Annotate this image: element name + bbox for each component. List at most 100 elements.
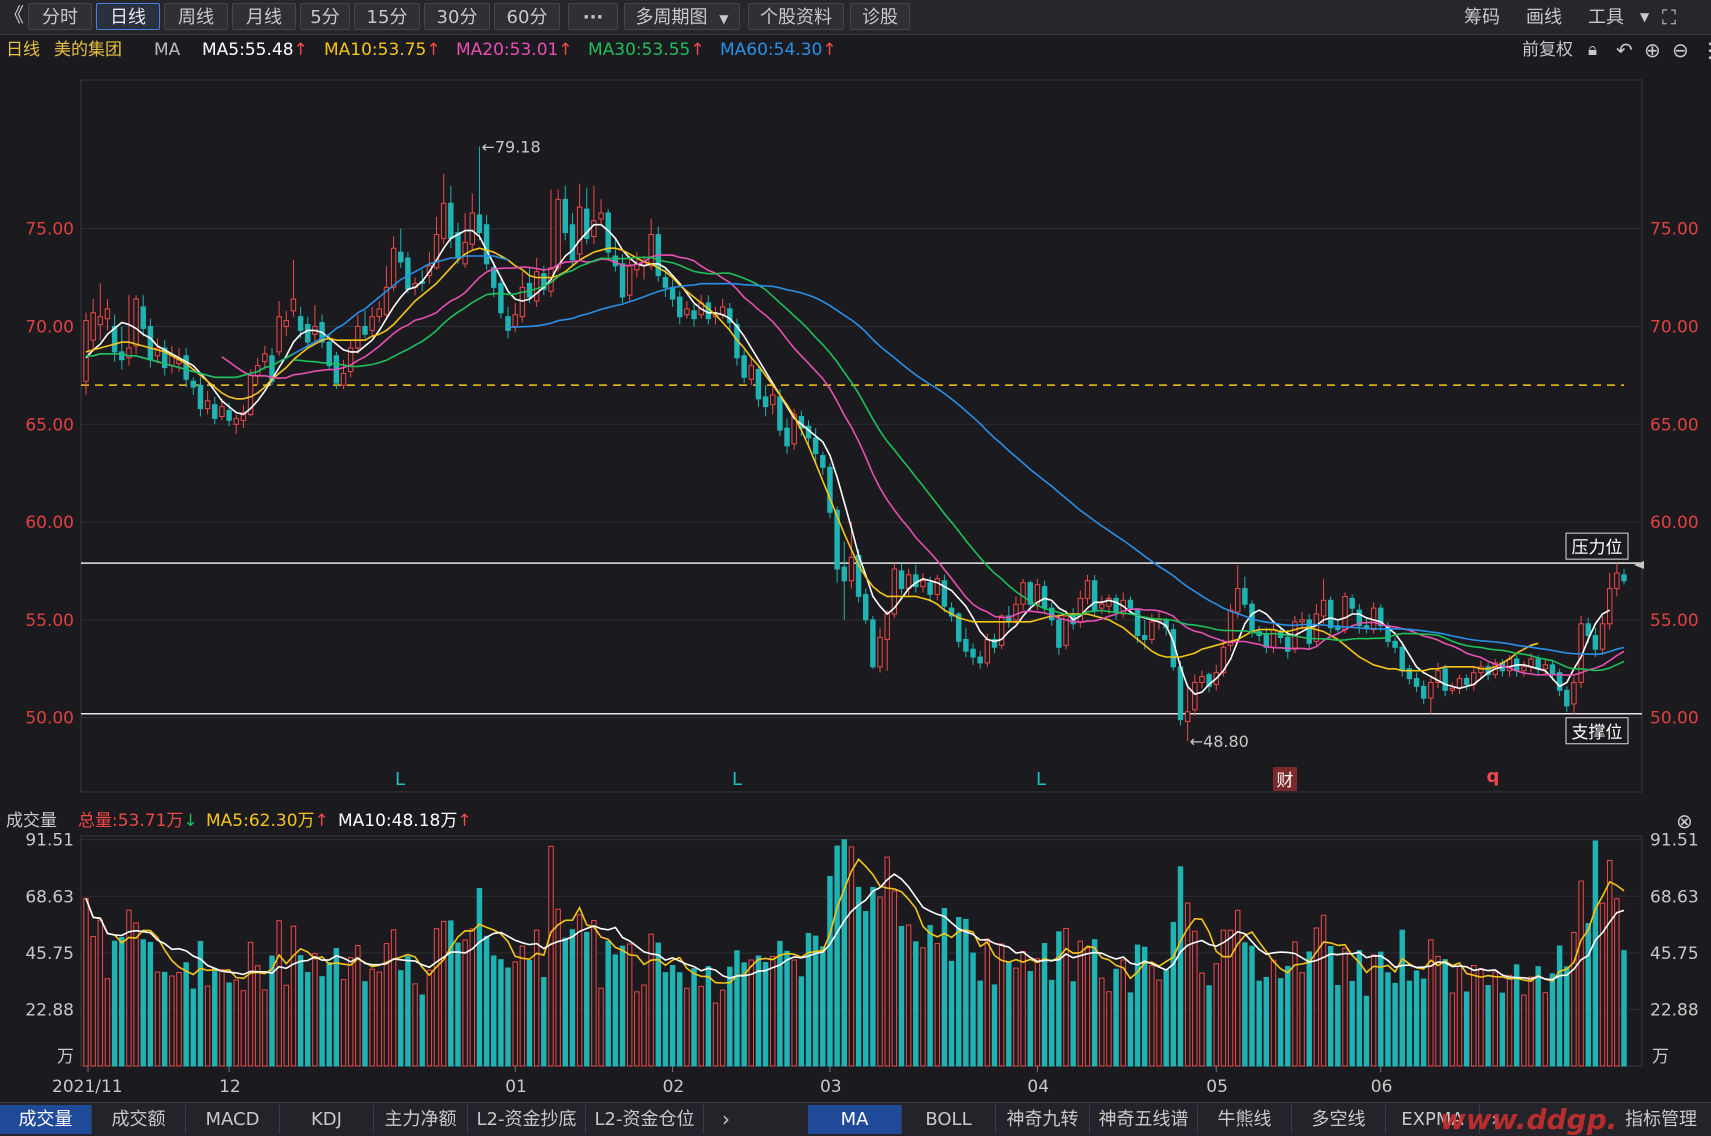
candle-body	[1428, 681, 1434, 699]
chevron-right-icon[interactable]: ›	[1491, 1107, 1499, 1131]
volume-bar	[1184, 902, 1191, 1067]
volume-title[interactable]: 成交量	[6, 811, 57, 831]
tab-5min[interactable]: 5分	[300, 3, 350, 30]
tab-weekly[interactable]: 周线	[164, 3, 228, 30]
zoom-out-icon[interactable]: ⊖	[1672, 38, 1689, 62]
volume-bar	[1263, 976, 1270, 1067]
volume-bar	[684, 987, 690, 1067]
tab-monthly[interactable]: 月线	[232, 3, 296, 30]
volume-bar	[305, 971, 311, 1067]
candle-body	[1141, 635, 1148, 640]
volume-bar	[1399, 929, 1405, 1067]
zoom-in-icon[interactable]: ⊕	[1644, 38, 1661, 62]
adjust-mode[interactable]: 前复权	[1522, 40, 1573, 60]
tab-bull-bear[interactable]: 牛熊线	[1198, 1105, 1292, 1134]
ma20-line	[221, 254, 1625, 676]
collapse-icon[interactable]: 《	[4, 3, 24, 27]
volume-tick-right: 68.63	[1650, 887, 1699, 907]
volume-info-bar: 成交量 总量:53.71万↓ MA5:62.30万↑ MA10:48.18万↑ …	[0, 808, 1711, 834]
tab-macd[interactable]: MACD	[186, 1105, 280, 1134]
tab-boll[interactable]: BOLL	[902, 1105, 996, 1134]
marker-L-1: L	[395, 769, 405, 790]
candle-body	[154, 347, 161, 357]
candle-body	[1478, 666, 1484, 674]
candle-body	[297, 316, 304, 331]
tab-daily[interactable]: 日线	[96, 3, 160, 30]
volume-bar	[870, 886, 876, 1067]
tab-main-net[interactable]: 主力净额	[374, 1105, 468, 1134]
tab-long-short[interactable]: 多空线	[1292, 1105, 1386, 1134]
diagnose-button[interactable]: 诊股	[850, 3, 910, 30]
volume-bar	[991, 984, 998, 1067]
volume-tick-right: 91.51	[1650, 831, 1699, 851]
volume-bar	[1027, 971, 1033, 1067]
volume-unit-right: 万	[1652, 1047, 1669, 1067]
volume-bar	[963, 918, 969, 1067]
marker-earnings[interactable]: 财	[1273, 767, 1297, 791]
tab-l2-position[interactable]: L2-资金仓位	[586, 1105, 704, 1134]
volume-bar	[655, 942, 661, 1067]
volume-bar	[805, 932, 812, 1067]
candle-body	[1435, 670, 1441, 683]
volume-bar	[948, 960, 955, 1067]
chevron-right-icon[interactable]: ›	[722, 1107, 730, 1131]
tab-magic-five[interactable]: 神奇五线谱	[1090, 1105, 1198, 1134]
volume-bar	[1327, 946, 1334, 1067]
volume-bar	[691, 968, 697, 1067]
volume-bar	[541, 977, 547, 1067]
candle-body	[290, 298, 297, 312]
multi-period-dropdown[interactable]: 多周期图 ▼	[624, 3, 740, 30]
volume-bar	[147, 941, 154, 1067]
indicator-name[interactable]: MA	[154, 40, 181, 60]
chevron-down-icon[interactable]: ▼	[1640, 10, 1650, 24]
volume-bar	[469, 928, 476, 1067]
tab-expma[interactable]: EXPMA	[1386, 1105, 1480, 1134]
more-button[interactable]: ···	[568, 3, 618, 30]
tab-l2-bottom[interactable]: L2-资金抄底	[468, 1105, 586, 1134]
undo-icon[interactable]: ↶	[1616, 38, 1633, 62]
tab-kdj[interactable]: KDJ	[280, 1105, 374, 1134]
volume-bar	[362, 981, 368, 1067]
tab-volume[interactable]: 成交量	[0, 1105, 92, 1134]
volume-bar	[1556, 945, 1563, 1067]
volume-bar	[1006, 961, 1012, 1067]
volume-bar	[254, 965, 261, 1067]
date-axis: 2021/11 12 01 02 03 04 05 06	[52, 1066, 1392, 1097]
tab-30min[interactable]: 30分	[424, 3, 490, 30]
indicator-manager-button[interactable]: 指标管理	[1625, 1109, 1697, 1130]
tab-magic-nine[interactable]: 神奇九转	[996, 1105, 1090, 1134]
volume-bar	[584, 931, 590, 1067]
volume-bar	[312, 953, 318, 1067]
tab-60min[interactable]: 60分	[494, 3, 560, 30]
volume-bar	[562, 937, 569, 1067]
volume-bar	[827, 875, 833, 1067]
candle-body	[848, 556, 855, 582]
candle-body	[90, 312, 96, 341]
tab-fenshi[interactable]: 分时	[28, 3, 92, 30]
fullscreen-icon[interactable]: ⛶	[1662, 5, 1676, 29]
ma30-value: MA30:53.55↑	[588, 36, 705, 64]
close-icon[interactable]: ⊗	[1676, 809, 1693, 833]
stock-info-button[interactable]: 个股资料	[748, 3, 844, 30]
tab-ma[interactable]: MA	[808, 1105, 902, 1134]
volume-bar	[319, 976, 325, 1067]
candle-body	[1242, 588, 1248, 605]
tab-15min[interactable]: 15分	[354, 3, 420, 30]
candle-body	[219, 406, 225, 417]
candle-body	[1113, 597, 1119, 613]
candle-body	[97, 316, 104, 326]
candle-body	[555, 198, 561, 269]
draw-button[interactable]: 画线	[1526, 7, 1562, 28]
support-label: 支撑位	[1572, 723, 1623, 743]
expand-icon[interactable]: ⋮	[1700, 38, 1711, 62]
tools-button[interactable]: 工具	[1588, 7, 1624, 28]
tab-turnover[interactable]: 成交额	[92, 1105, 186, 1134]
chip-button[interactable]: 筹码	[1464, 7, 1500, 28]
volume-tick-right: 45.75	[1650, 944, 1699, 964]
lock-icon[interactable]: 🔒︎	[1588, 40, 1598, 60]
candle-body	[111, 325, 118, 353]
ma20-value: MA20:53.01↑	[456, 36, 573, 64]
date-label: 12	[219, 1077, 241, 1097]
volume-bar	[1206, 985, 1212, 1067]
